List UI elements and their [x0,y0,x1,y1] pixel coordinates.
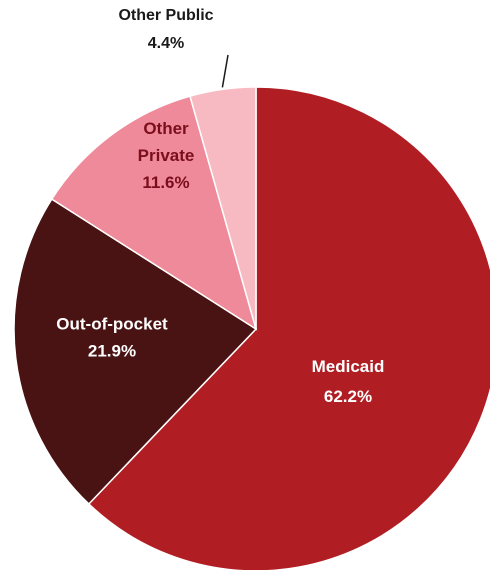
slice-value-out-of-pocket: 21.9% [88,342,136,361]
pie-slices [13,86,490,570]
pie-slice-out-of-pocket [13,198,258,506]
slice-label-out-of-pocket: Out-of-pocket 21.9% [56,315,168,361]
pie-slice-other-public [189,86,257,330]
slice-label-other-private: Other Private 11.6% [138,119,195,192]
slice-name-other-private: Other [143,119,189,138]
pie-slice-other-private [50,95,258,331]
slice-name-out-of-pocket: Out-of-pocket [56,315,168,334]
slice-value-other-private: 11.6% [142,173,189,192]
other-public-leader-line [221,54,229,88]
slice-value-medicaid: 62.2% [324,387,372,406]
slice-value-other-public: 4.4% [148,35,184,52]
slice-label-other-public: Other Public 4.4% [118,7,213,52]
pie-labels: Medicaid 62.2% Out-of-pocket 21.9% Other Priv… [56,7,384,406]
slice-name-other-private: Private [138,146,195,165]
slice-name-medicaid: Medicaid [312,357,385,376]
slice-label-medicaid: Medicaid 62.2% [312,357,385,406]
slice-name-other-public: Other Public [118,7,213,24]
pie-slice-medicaid [87,86,490,570]
